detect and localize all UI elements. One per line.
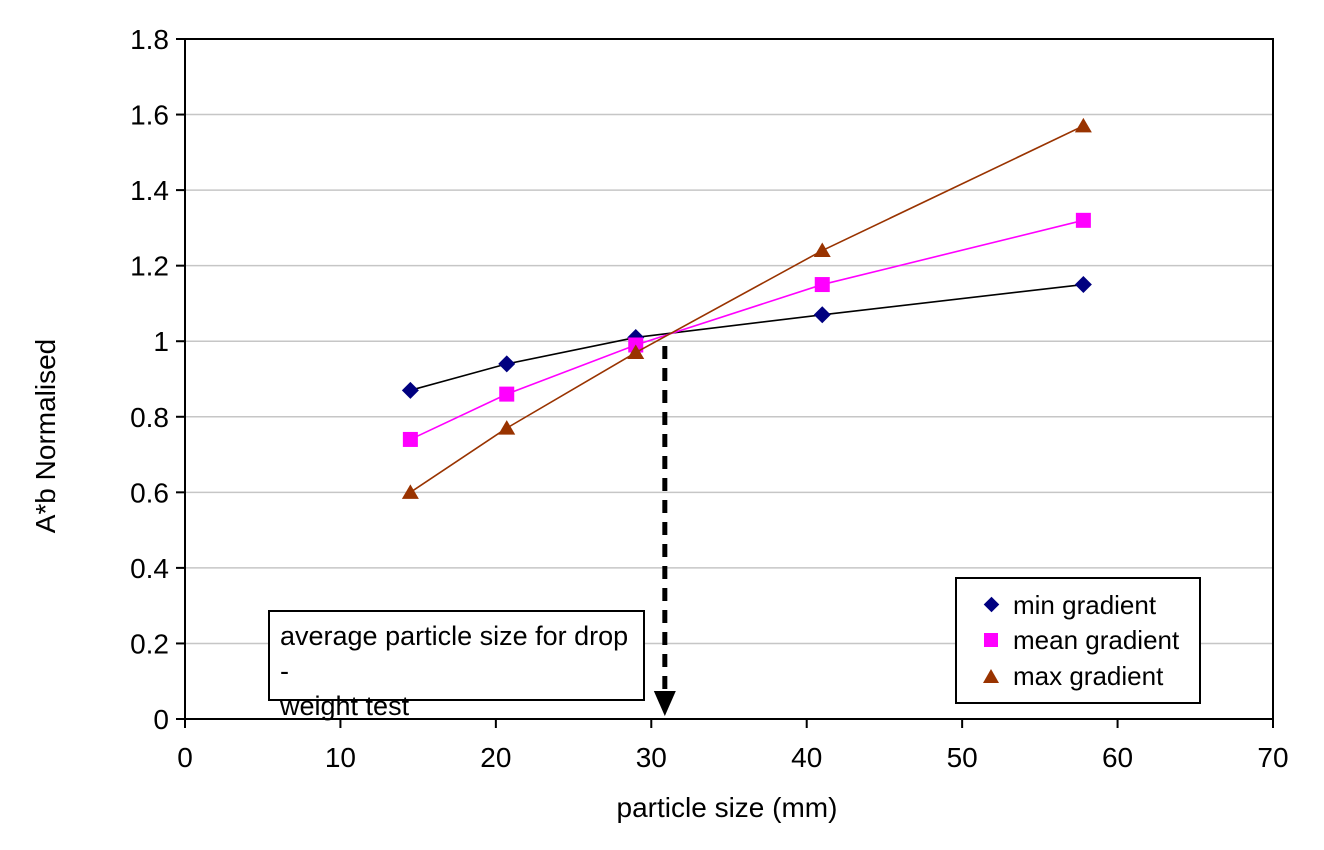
triangle-marker-icon bbox=[981, 669, 1001, 684]
y-tick-label-1.4: 1.4 bbox=[130, 175, 169, 206]
legend: min gradient mean gradient max gradient bbox=[955, 577, 1201, 704]
series-line-min-gradient bbox=[410, 283, 1084, 392]
y-tick-label-1.2: 1.2 bbox=[130, 251, 169, 282]
y-tick-label-0.8: 0.8 bbox=[130, 402, 169, 433]
legend-label: min gradient bbox=[1013, 589, 1157, 620]
y-axis-title: A*b Normalised bbox=[30, 338, 61, 534]
x-tick-label-60: 60 bbox=[1102, 742, 1133, 773]
marker-square-mean-gradient-1 bbox=[499, 386, 515, 402]
marker-triangle-max-gradient-4 bbox=[1074, 117, 1092, 133]
legend-label: max gradient bbox=[1013, 661, 1164, 692]
y-tick-label-0.2: 0.2 bbox=[130, 628, 169, 659]
marker-diamond-min-gradient-0 bbox=[401, 381, 419, 399]
y-tick-label-1.8: 1.8 bbox=[130, 24, 169, 55]
marker-diamond-min-gradient-4 bbox=[1074, 276, 1092, 294]
y-tick-label-0.6: 0.6 bbox=[130, 477, 169, 508]
annotation-text-line1: average particle size for drop - bbox=[280, 621, 629, 686]
series-line-mean-gradient bbox=[410, 219, 1084, 441]
marker-square-mean-gradient-0 bbox=[402, 431, 418, 447]
marker-square-mean-gradient-4 bbox=[1075, 212, 1091, 228]
annotation-callout: average particle size for drop - weight … bbox=[268, 610, 645, 721]
x-tick-label-20: 20 bbox=[480, 742, 511, 773]
x-tick-label-0: 0 bbox=[177, 742, 193, 773]
y-tick-label-0: 0 bbox=[153, 704, 169, 735]
x-tick-label-70: 70 bbox=[1257, 742, 1288, 773]
y-tick-label-0.4: 0.4 bbox=[130, 553, 169, 584]
legend-item-max-gradient: max gradient bbox=[981, 663, 1199, 689]
x-tick-label-30: 30 bbox=[636, 742, 667, 773]
x-axis-title: particle size (mm) bbox=[616, 792, 838, 823]
marker-diamond-min-gradient-3 bbox=[813, 306, 831, 324]
annotation-text-line2: weight test bbox=[280, 691, 410, 721]
plot-border bbox=[184, 38, 1274, 720]
x-tick-label-40: 40 bbox=[791, 742, 822, 773]
marker-diamond-min-gradient-1 bbox=[498, 355, 516, 373]
legend-item-mean-gradient: mean gradient bbox=[981, 627, 1199, 653]
marker-square-mean-gradient-3 bbox=[814, 277, 830, 293]
marker-triangle-max-gradient-1 bbox=[498, 420, 516, 435]
x-tick-label-50: 50 bbox=[947, 742, 978, 773]
x-tick-label-10: 10 bbox=[325, 742, 356, 773]
marker-triangle-max-gradient-0 bbox=[401, 484, 419, 499]
y-tick-label-1.6: 1.6 bbox=[130, 100, 169, 131]
square-marker-icon bbox=[981, 633, 1001, 648]
legend-item-min-gradient: min gradient bbox=[981, 592, 1199, 618]
annotation-arrow-head-icon bbox=[653, 691, 676, 716]
y-tick-label-1: 1 bbox=[153, 326, 169, 357]
marker-triangle-max-gradient-3 bbox=[813, 242, 831, 258]
marker-triangle-max-gradient-2 bbox=[627, 344, 645, 360]
legend-label: mean gradient bbox=[1013, 625, 1180, 656]
diamond-marker-icon bbox=[981, 597, 1001, 613]
